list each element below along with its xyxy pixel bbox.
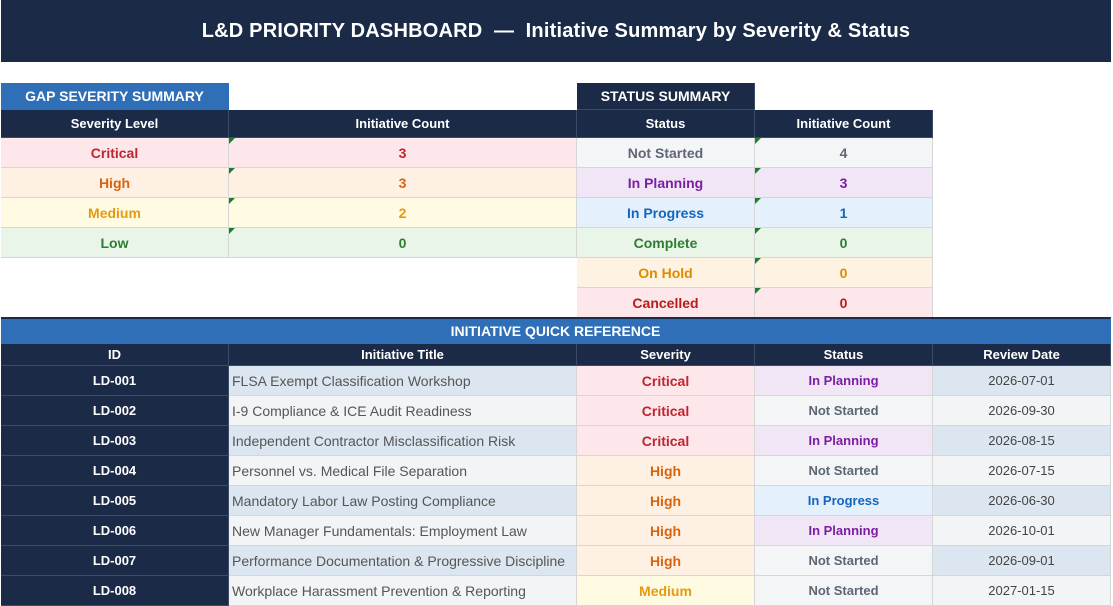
qr-col-header-4: Review Date [933,344,1111,366]
qr-row-status[interactable]: In Planning [755,516,933,546]
qr-row-id[interactable]: LD-008 [1,576,229,606]
qr-row-id[interactable]: LD-001 [1,366,229,396]
status-not-started[interactable]: Not Started [577,138,755,168]
severity-count-critical[interactable]: 3 [229,138,577,168]
status-count-complete[interactable]: 0 [755,228,933,258]
qr-row-title[interactable]: Workplace Harassment Prevention & Report… [229,576,577,606]
qr-row-severity[interactable]: High [577,516,755,546]
severity-summary-title: GAP SEVERITY SUMMARY [1,83,229,110]
qr-row-severity[interactable]: Critical [577,426,755,456]
qr-row-review-date[interactable]: 2026-07-01 [933,366,1111,396]
status-cancelled[interactable]: Cancelled [577,288,755,318]
severity-level-medium[interactable]: Medium [1,198,229,228]
qr-row-title[interactable]: Independent Contractor Misclassification… [229,426,577,456]
qr-row-status[interactable]: Not Started [755,456,933,486]
qr-row-status[interactable]: Not Started [755,396,933,426]
qr-row-review-date[interactable]: 2026-07-15 [933,456,1111,486]
status-in-progress[interactable]: In Progress [577,198,755,228]
severity-col-level-header: Severity Level [1,110,229,138]
qr-row-severity[interactable]: Critical [577,366,755,396]
status-count-in-progress[interactable]: 1 [755,198,933,228]
severity-col-count-header: Initiative Count [229,110,577,138]
qr-row-severity[interactable]: High [577,456,755,486]
qr-row-title[interactable]: Performance Documentation & Progressive … [229,546,577,576]
dashboard-title-banner: L&D PRIORITY DASHBOARD — Initiative Summ… [1,0,1111,62]
severity-count-medium[interactable]: 2 [229,198,577,228]
qr-col-header-3: Status [755,344,933,366]
qr-row-title[interactable]: FLSA Exempt Classification Workshop [229,366,577,396]
qr-row-id[interactable]: LD-006 [1,516,229,546]
qr-col-header-1: Initiative Title [229,344,577,366]
status-count-not-started[interactable]: 4 [755,138,933,168]
qr-row-review-date[interactable]: 2026-08-15 [933,426,1111,456]
qr-row-status[interactable]: Not Started [755,576,933,606]
qr-row-id[interactable]: LD-007 [1,546,229,576]
qr-row-title[interactable]: New Manager Fundamentals: Employment Law [229,516,577,546]
qr-row-severity[interactable]: Critical [577,396,755,426]
qr-row-title[interactable]: I-9 Compliance & ICE Audit Readiness [229,396,577,426]
status-on-hold[interactable]: On Hold [577,258,755,288]
status-col-count-header: Initiative Count [755,110,933,138]
quick-reference-title: INITIATIVE QUICK REFERENCE [1,317,1111,344]
qr-row-id[interactable]: LD-004 [1,456,229,486]
dashboard-title: L&D PRIORITY DASHBOARD — Initiative Summ… [201,19,911,42]
status-count-on-hold[interactable]: 0 [755,258,933,288]
qr-row-status[interactable]: In Progress [755,486,933,516]
severity-count-low[interactable]: 0 [229,228,577,258]
severity-level-critical[interactable]: Critical [1,138,229,168]
qr-row-severity[interactable]: High [577,546,755,576]
qr-row-id[interactable]: LD-002 [1,396,229,426]
qr-row-title[interactable]: Mandatory Labor Law Posting Compliance [229,486,577,516]
qr-row-status[interactable]: In Planning [755,426,933,456]
severity-count-high[interactable]: 3 [229,168,577,198]
qr-row-severity[interactable]: High [577,486,755,516]
severity-level-high[interactable]: High [1,168,229,198]
status-complete[interactable]: Complete [577,228,755,258]
qr-row-review-date[interactable]: 2026-09-30 [933,396,1111,426]
qr-row-id[interactable]: LD-003 [1,426,229,456]
qr-row-title[interactable]: Personnel vs. Medical File Separation [229,456,577,486]
qr-col-header-2: Severity [577,344,755,366]
qr-row-review-date[interactable]: 2026-09-01 [933,546,1111,576]
status-summary-title: STATUS SUMMARY [577,83,755,110]
qr-row-review-date[interactable]: 2026-10-01 [933,516,1111,546]
status-count-cancelled[interactable]: 0 [755,288,933,318]
qr-row-review-date[interactable]: 2027-01-15 [933,576,1111,606]
qr-row-status[interactable]: In Planning [755,366,933,396]
status-in-planning[interactable]: In Planning [577,168,755,198]
status-count-in-planning[interactable]: 3 [755,168,933,198]
qr-row-status[interactable]: Not Started [755,546,933,576]
qr-row-severity[interactable]: Medium [577,576,755,606]
severity-level-low[interactable]: Low [1,228,229,258]
qr-row-review-date[interactable]: 2026-06-30 [933,486,1111,516]
status-col-header: Status [577,110,755,138]
qr-row-id[interactable]: LD-005 [1,486,229,516]
qr-col-header-0: ID [1,344,229,366]
